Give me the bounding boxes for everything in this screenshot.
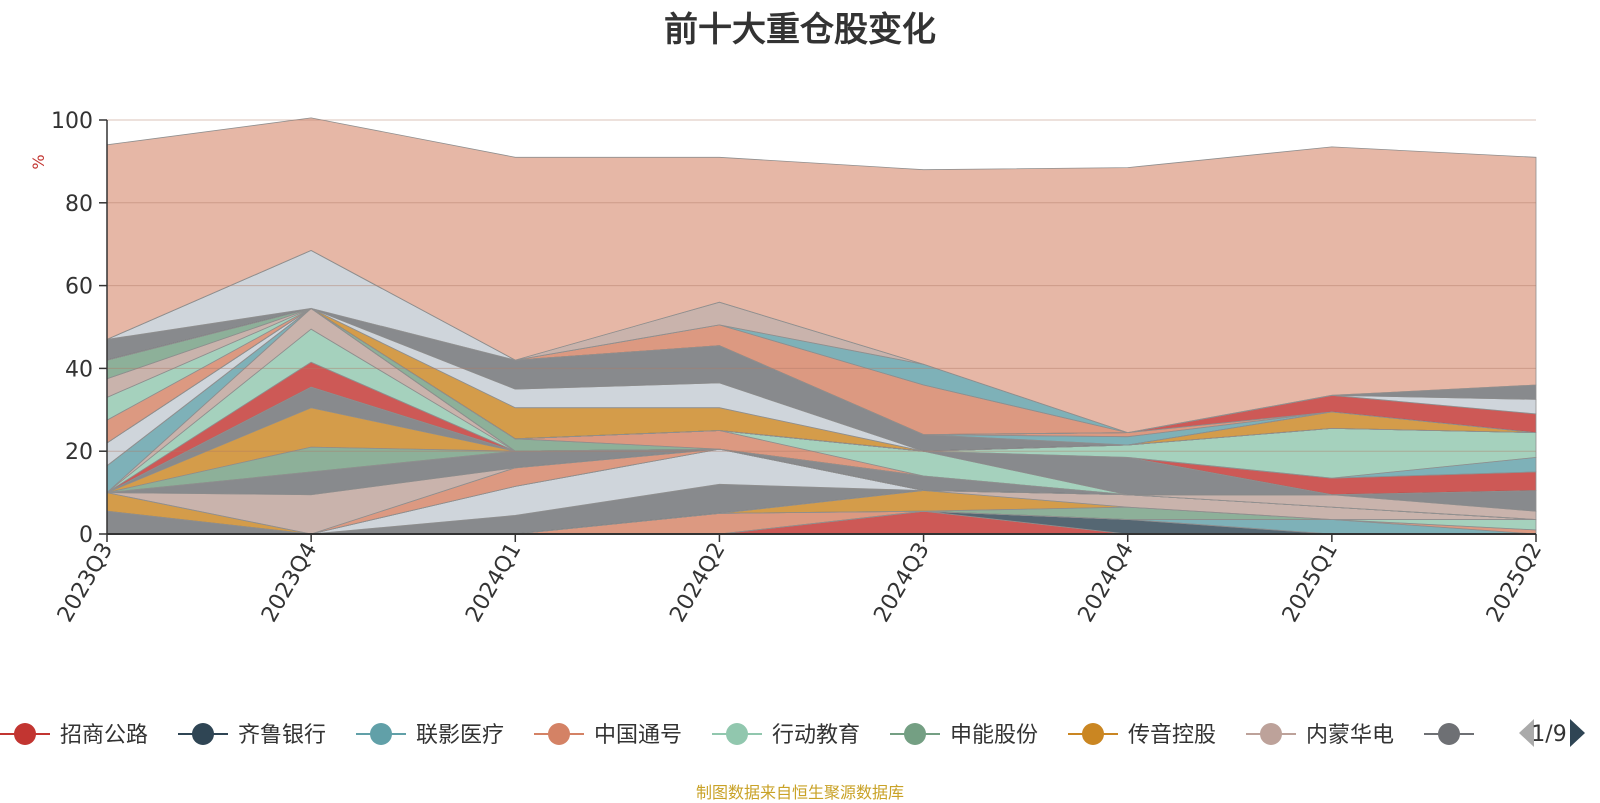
legend-symbol (14, 723, 36, 745)
legend-item[interactable]: 招商公路 (0, 723, 148, 748)
area-series-47 (106, 117, 1537, 434)
legend-item[interactable]: 行动教育 (712, 723, 860, 748)
legend-label: 行动教育 (772, 723, 860, 748)
legend-item[interactable]: 联影医疗 (356, 723, 504, 748)
legend-label: 传音控股 (1128, 723, 1216, 748)
legend-label: 齐鲁银行 (238, 723, 326, 748)
y-tick-label: 80 (65, 192, 93, 217)
legend-symbol (1438, 723, 1460, 745)
legend-symbol (192, 723, 214, 745)
legend-item[interactable]: 传音控股 (1068, 723, 1216, 748)
legend-label: 中国通号 (594, 723, 682, 748)
grid-lines (107, 119, 1536, 452)
legend-symbol (1260, 723, 1282, 745)
y-tick-label: 100 (51, 109, 93, 134)
x-tick-label: 2023Q3 (53, 539, 118, 627)
x-tick-label: 2024Q4 (1074, 539, 1139, 627)
legend-page-indicator: 1/9 (1531, 722, 1566, 747)
legend-label: 申能股份 (950, 723, 1038, 748)
legend-label: 招商公路 (60, 723, 148, 748)
x-tick-label: 2024Q3 (869, 539, 934, 627)
x-axis: 2023Q3 2023Q4 2024Q1 2024Q2 2024Q3 2024Q4 2025… (53, 533, 1547, 627)
legend-label: 联影医疗 (416, 723, 504, 748)
legend-item[interactable]: 申能股份 (890, 723, 1038, 748)
source-note: 制图数据来自恒生聚源数据库 (695, 783, 904, 802)
legend-pager: 1/9 (1519, 719, 1585, 747)
legend-symbol (548, 723, 570, 745)
area-layers (106, 117, 1537, 535)
legend-item[interactable]: 中国通号 (534, 723, 682, 748)
legend: 招商公路 齐鲁银行 联影医疗 中国通号 行动教育 申能股份 传音控股 内蒙华电 (0, 723, 1474, 748)
legend-item[interactable]: 内蒙华电 (1246, 723, 1394, 748)
x-tick-label: 2025Q1 (1278, 539, 1343, 627)
legend-symbol (1082, 723, 1104, 745)
legend-next-arrow[interactable] (1570, 719, 1585, 747)
x-tick-label: 2024Q1 (461, 539, 526, 627)
y-tick-label: 40 (65, 357, 93, 382)
x-tick-label: 2023Q4 (257, 539, 322, 627)
y-axis-unit: % (29, 154, 48, 169)
x-tick-label: 2025Q2 (1482, 539, 1547, 627)
legend-symbol (726, 723, 748, 745)
y-axis: 0 20 40 60 80 100 (51, 109, 108, 548)
legend-item-partial[interactable] (1424, 723, 1474, 745)
legend-symbol (904, 723, 926, 745)
legend-symbol (370, 723, 392, 745)
y-tick-label: 60 (65, 275, 93, 300)
legend-label: 内蒙华电 (1306, 723, 1394, 748)
chart-title: 前十大重仓股变化 (664, 10, 936, 50)
legend-prev-arrow[interactable] (1519, 719, 1534, 747)
y-tick-label: 0 (79, 523, 93, 548)
y-tick-label: 20 (65, 440, 93, 465)
x-tick-label: 2024Q2 (665, 539, 730, 627)
legend-item[interactable]: 齐鲁银行 (178, 723, 326, 748)
